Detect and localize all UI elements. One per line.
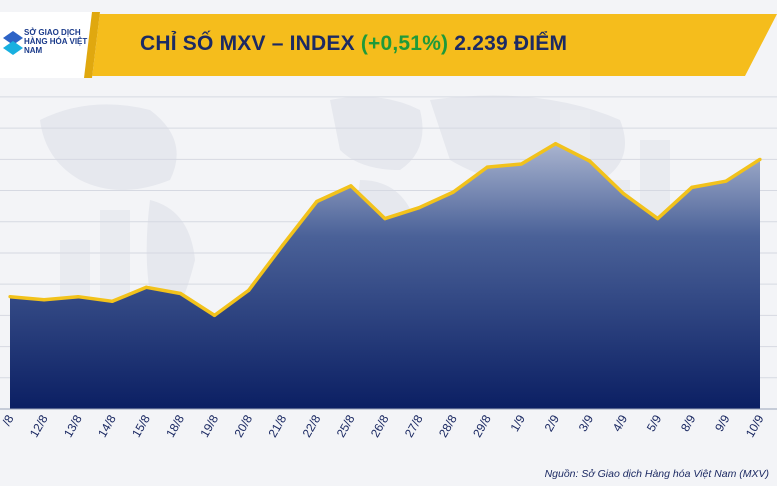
x-tick-label: 1/9 xyxy=(507,412,528,434)
x-tick-label: 19/8 xyxy=(197,412,221,440)
data-point-20/8 xyxy=(247,288,251,293)
title-prefix: CHỈ SỐ MXV – INDEX xyxy=(140,32,361,55)
x-tick-label: 3/9 xyxy=(576,412,597,434)
x-tick-label: 13/8 xyxy=(61,412,85,440)
x-tick-label: 28/8 xyxy=(436,412,460,440)
x-tick-label: /8 xyxy=(0,412,17,428)
data-point-4/9 xyxy=(622,192,626,196)
chart-title: CHỈ SỐ MXV – INDEX (+0,51%) 2.239 ĐIỂM xyxy=(140,32,567,56)
data-point-25/8 xyxy=(349,184,353,188)
data-point-29/8 xyxy=(485,165,489,169)
x-tick-label: 15/8 xyxy=(129,412,153,440)
x-tick-label: 10/9 xyxy=(743,412,767,440)
x-tick-label: 14/8 xyxy=(95,412,119,440)
data-point-8/9 xyxy=(690,185,694,190)
data-point-12/8 xyxy=(42,298,46,302)
data-point-15/8 xyxy=(144,285,148,289)
x-tick-label: 22/8 xyxy=(300,412,324,440)
data-point-2/9 xyxy=(553,142,558,146)
data-point-27/8 xyxy=(417,206,421,210)
x-tick-label: 21/8 xyxy=(266,412,290,440)
x-tick-label: 12/8 xyxy=(27,412,51,440)
mxv-logo xyxy=(0,14,96,76)
x-tick-label: 9/9 xyxy=(712,412,733,434)
x-tick-labels: /8 12/8 13/8 14/8 15/8 18/8 19/8 20/8 21/8 22/8 25… xyxy=(0,412,767,440)
x-tick-label: 20/8 xyxy=(231,412,255,440)
logo-text: SỞ GIAO DỊCH HÀNG HÓA VIỆT NAM xyxy=(24,28,88,55)
x-tick-label: 25/8 xyxy=(334,412,358,440)
logo-mark-icon xyxy=(3,31,23,55)
data-point-22/8 xyxy=(315,199,319,204)
x-tick-label: 5/9 xyxy=(644,412,665,434)
source-note: Nguồn: Sở Giao dịch Hàng hóa Việt Nam (M… xyxy=(544,468,769,480)
x-tick-label: 26/8 xyxy=(368,412,392,440)
x-tick-label: 27/8 xyxy=(402,412,426,440)
x-tick-label: 29/8 xyxy=(470,412,494,440)
x-tick-label: 18/8 xyxy=(163,412,187,440)
data-point-19/8 xyxy=(212,313,217,317)
data-point-5/9 xyxy=(656,217,660,221)
data-point-18/8 xyxy=(178,291,183,296)
data-point-10/9 xyxy=(758,157,762,161)
title-suffix: 2.239 ĐIỂM xyxy=(448,32,568,55)
data-point-13/8 xyxy=(76,295,80,299)
data-point-26/8 xyxy=(383,217,387,221)
x-tick-label: 4/9 xyxy=(610,412,631,434)
data-point-3/9 xyxy=(587,159,592,163)
data-point-9/9 xyxy=(724,179,728,183)
title-change: (+0,51%) xyxy=(360,32,449,55)
x-tick-label: 2/9 xyxy=(542,412,563,434)
area-chart: /8 12/8 13/8 14/8 15/8 18/8 19/8 20/8 21/8 22/8 25… xyxy=(0,96,777,440)
data-point-21/8 xyxy=(281,243,285,247)
header-banner xyxy=(0,12,777,78)
data-point-14/8 xyxy=(110,299,114,303)
data-point-28/8 xyxy=(451,190,455,194)
data-point-11/8 xyxy=(8,295,12,299)
x-tick-label: 8/9 xyxy=(678,412,699,434)
area-fill xyxy=(10,143,760,409)
data-point-1/9 xyxy=(519,162,523,166)
